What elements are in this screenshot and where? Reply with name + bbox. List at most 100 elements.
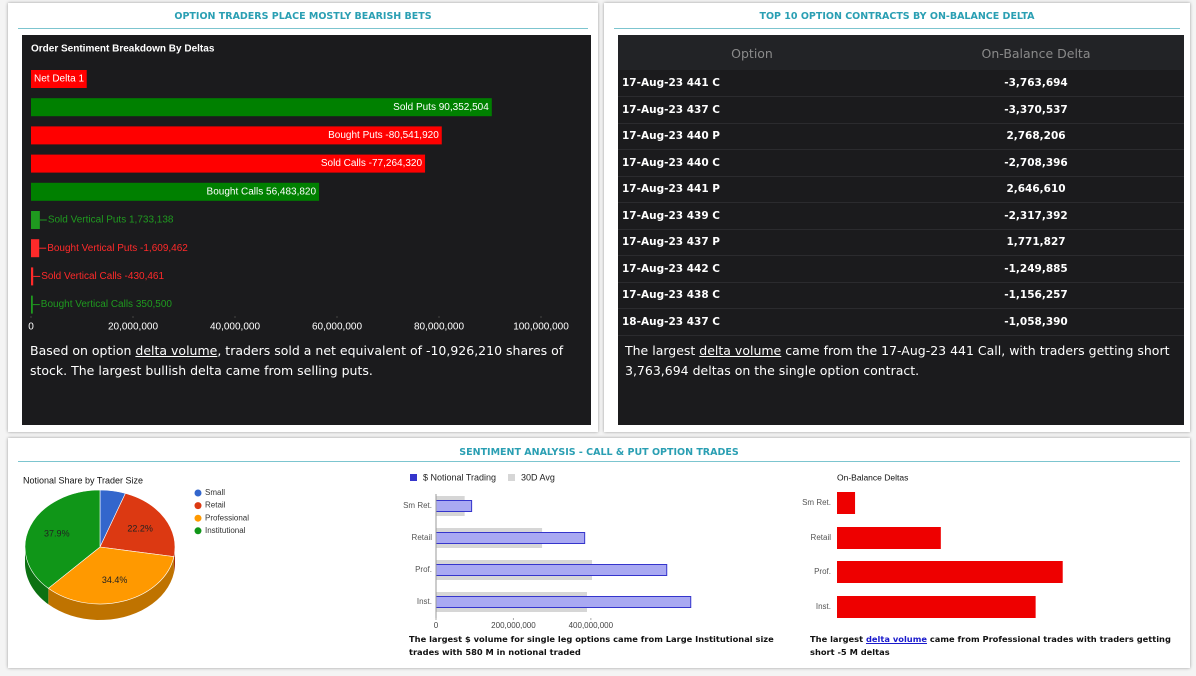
legend-label: Professional [205, 513, 249, 522]
legend-marker [194, 502, 202, 510]
table-row: 17-Aug-23 442 C -1,249,885 [618, 256, 1184, 283]
pie-slice [24, 489, 101, 589]
table-cell: -1,156,257 [1004, 289, 1068, 301]
bar [31, 126, 442, 145]
bar [31, 267, 34, 286]
text: , traders sold a net equivalent of -10,9… [30, 343, 564, 378]
panel-title: SENTIMENT ANALYSIS - CALL & PUT OPTION T… [459, 447, 739, 458]
y-tick-label: Retail [811, 533, 832, 542]
table-cell: 17-Aug-23 437 P [622, 236, 720, 248]
caption: The largest delta volume came from Profe… [810, 633, 1180, 659]
text: The largest $ volume for single leg opti… [409, 634, 774, 657]
table-area [618, 35, 1184, 425]
text: The largest [625, 343, 700, 358]
divider [18, 461, 1180, 462]
bar [435, 500, 473, 512]
column-header: Option [731, 46, 773, 61]
table-cell: 18-Aug-23 437 C [622, 315, 720, 328]
table-row: 17-Aug-23 437 P 1,771,827 [618, 229, 1184, 256]
link[interactable]: delta volume [865, 634, 927, 644]
bar-label: Bought Vertical Calls 350,500 [41, 299, 173, 310]
bar [837, 596, 1036, 618]
y-tick-label: Prof. [814, 567, 831, 576]
panel-title: TOP 10 OPTION CONTRACTS BY ON-BALANCE DE… [759, 11, 1035, 22]
column-header: On-Balance Delta [981, 46, 1091, 61]
table-header: Option On-Balance Delta [618, 35, 1184, 70]
legend-label: $ Notional Trading [423, 472, 496, 482]
chart-title: Order Sentiment Breakdown By Deltas [31, 44, 215, 55]
text: The largest [810, 634, 866, 644]
pie-side [25, 547, 49, 605]
table-cell: 17-Aug-23 441 C [622, 77, 720, 89]
bar-label: Sold Vertical Calls -430,461 [41, 271, 164, 282]
legend-marker [194, 527, 202, 535]
x-tick-label: 40,000,000 [210, 322, 260, 333]
legend-label: Institutional [205, 526, 246, 535]
panel-title: OPTION TRADERS PLACE MOSTLY BEARISH BETS [174, 11, 432, 22]
legend-marker [508, 474, 515, 481]
link[interactable]: delta volume [699, 343, 782, 358]
table-cell: -3,370,537 [1004, 103, 1068, 116]
text: came from the 17-Aug-23 441 Call, with t… [625, 343, 1170, 378]
table-row: 18-Aug-23 437 C -1,058,390 [618, 309, 1184, 336]
table-cell: -1,058,390 [1004, 315, 1068, 328]
table-cell: -1,249,885 [1004, 262, 1068, 275]
x-tick-label: 400,000,000 [569, 621, 614, 630]
table-row: 17-Aug-23 440 C -2,708,396 [618, 150, 1184, 177]
pie-side [48, 556, 174, 620]
bar [31, 154, 426, 173]
bar [837, 561, 1063, 583]
chart-title: On-Balance Deltas [837, 472, 908, 482]
x-tick-label: 80,000,000 [414, 322, 464, 333]
caption: The largest $ volume for single leg opti… [409, 633, 801, 659]
table-cell: -2,708,396 [1004, 156, 1068, 169]
legend-label: Retail [205, 501, 226, 510]
bar [435, 564, 668, 576]
table-cell: 2,768,206 [1006, 130, 1066, 142]
bar [31, 182, 320, 201]
y-tick-label: Inst. [816, 602, 831, 611]
bar-label: Bought Puts -80,541,920 [328, 130, 439, 141]
legend-label: 30D Avg [521, 472, 555, 482]
bar [31, 211, 40, 229]
summary: Based on option delta volume, traders so… [30, 341, 585, 381]
divider [614, 28, 1180, 29]
table-row: 17-Aug-23 439 C -2,317,392 [618, 203, 1184, 230]
legend-marker [194, 489, 202, 497]
bar-label: Sold Vertical Puts 1,733,138 [48, 215, 174, 226]
table-cell: 17-Aug-23 441 P [622, 183, 720, 195]
bar [837, 492, 856, 514]
table-cell: 17-Aug-23 437 C [622, 103, 720, 116]
pie-slice [99, 493, 176, 557]
text: Based on option [30, 343, 136, 358]
y-tick-label: Prof. [415, 565, 432, 574]
bar [31, 70, 87, 88]
bar-label: Net Delta 1 [34, 74, 84, 85]
bar [837, 527, 941, 549]
data-label: 22.2% [127, 524, 153, 534]
table-cell: 17-Aug-23 442 C [622, 262, 720, 275]
y-tick-label: Inst. [417, 597, 432, 606]
data-label: 34.4% [102, 575, 128, 585]
bar [435, 532, 586, 544]
table-cell: 2,646,610 [1006, 183, 1066, 195]
y-tick-label: Sm Ret. [802, 498, 831, 507]
bar [435, 596, 692, 608]
chart-title: Notional Share by Trader Size [23, 475, 143, 485]
bar [31, 295, 33, 314]
bar [31, 98, 492, 117]
table-cell: 17-Aug-23 438 C [622, 289, 720, 301]
table-row: 17-Aug-23 441 P 2,646,610 [618, 176, 1184, 203]
bar-label: Sold Calls -77,264,320 [321, 158, 423, 169]
bar-label: Bought Vertical Puts -1,609,462 [47, 243, 188, 254]
y-tick-label: Retail [412, 533, 433, 542]
y-tick-label: Sm Ret. [403, 501, 432, 510]
data-label: 37.9% [44, 528, 70, 538]
bar-label: Bought Calls 56,483,820 [207, 186, 317, 197]
x-tick-label: 200,000,000 [491, 621, 536, 630]
link[interactable]: delta volume [135, 343, 218, 358]
table-row: 17-Aug-23 441 C -3,763,694 [618, 70, 1184, 97]
table-cell: -2,317,392 [1004, 209, 1068, 222]
panel: SENTIMENT ANALYSIS - CALL & PUT OPTION T… [8, 438, 1190, 668]
